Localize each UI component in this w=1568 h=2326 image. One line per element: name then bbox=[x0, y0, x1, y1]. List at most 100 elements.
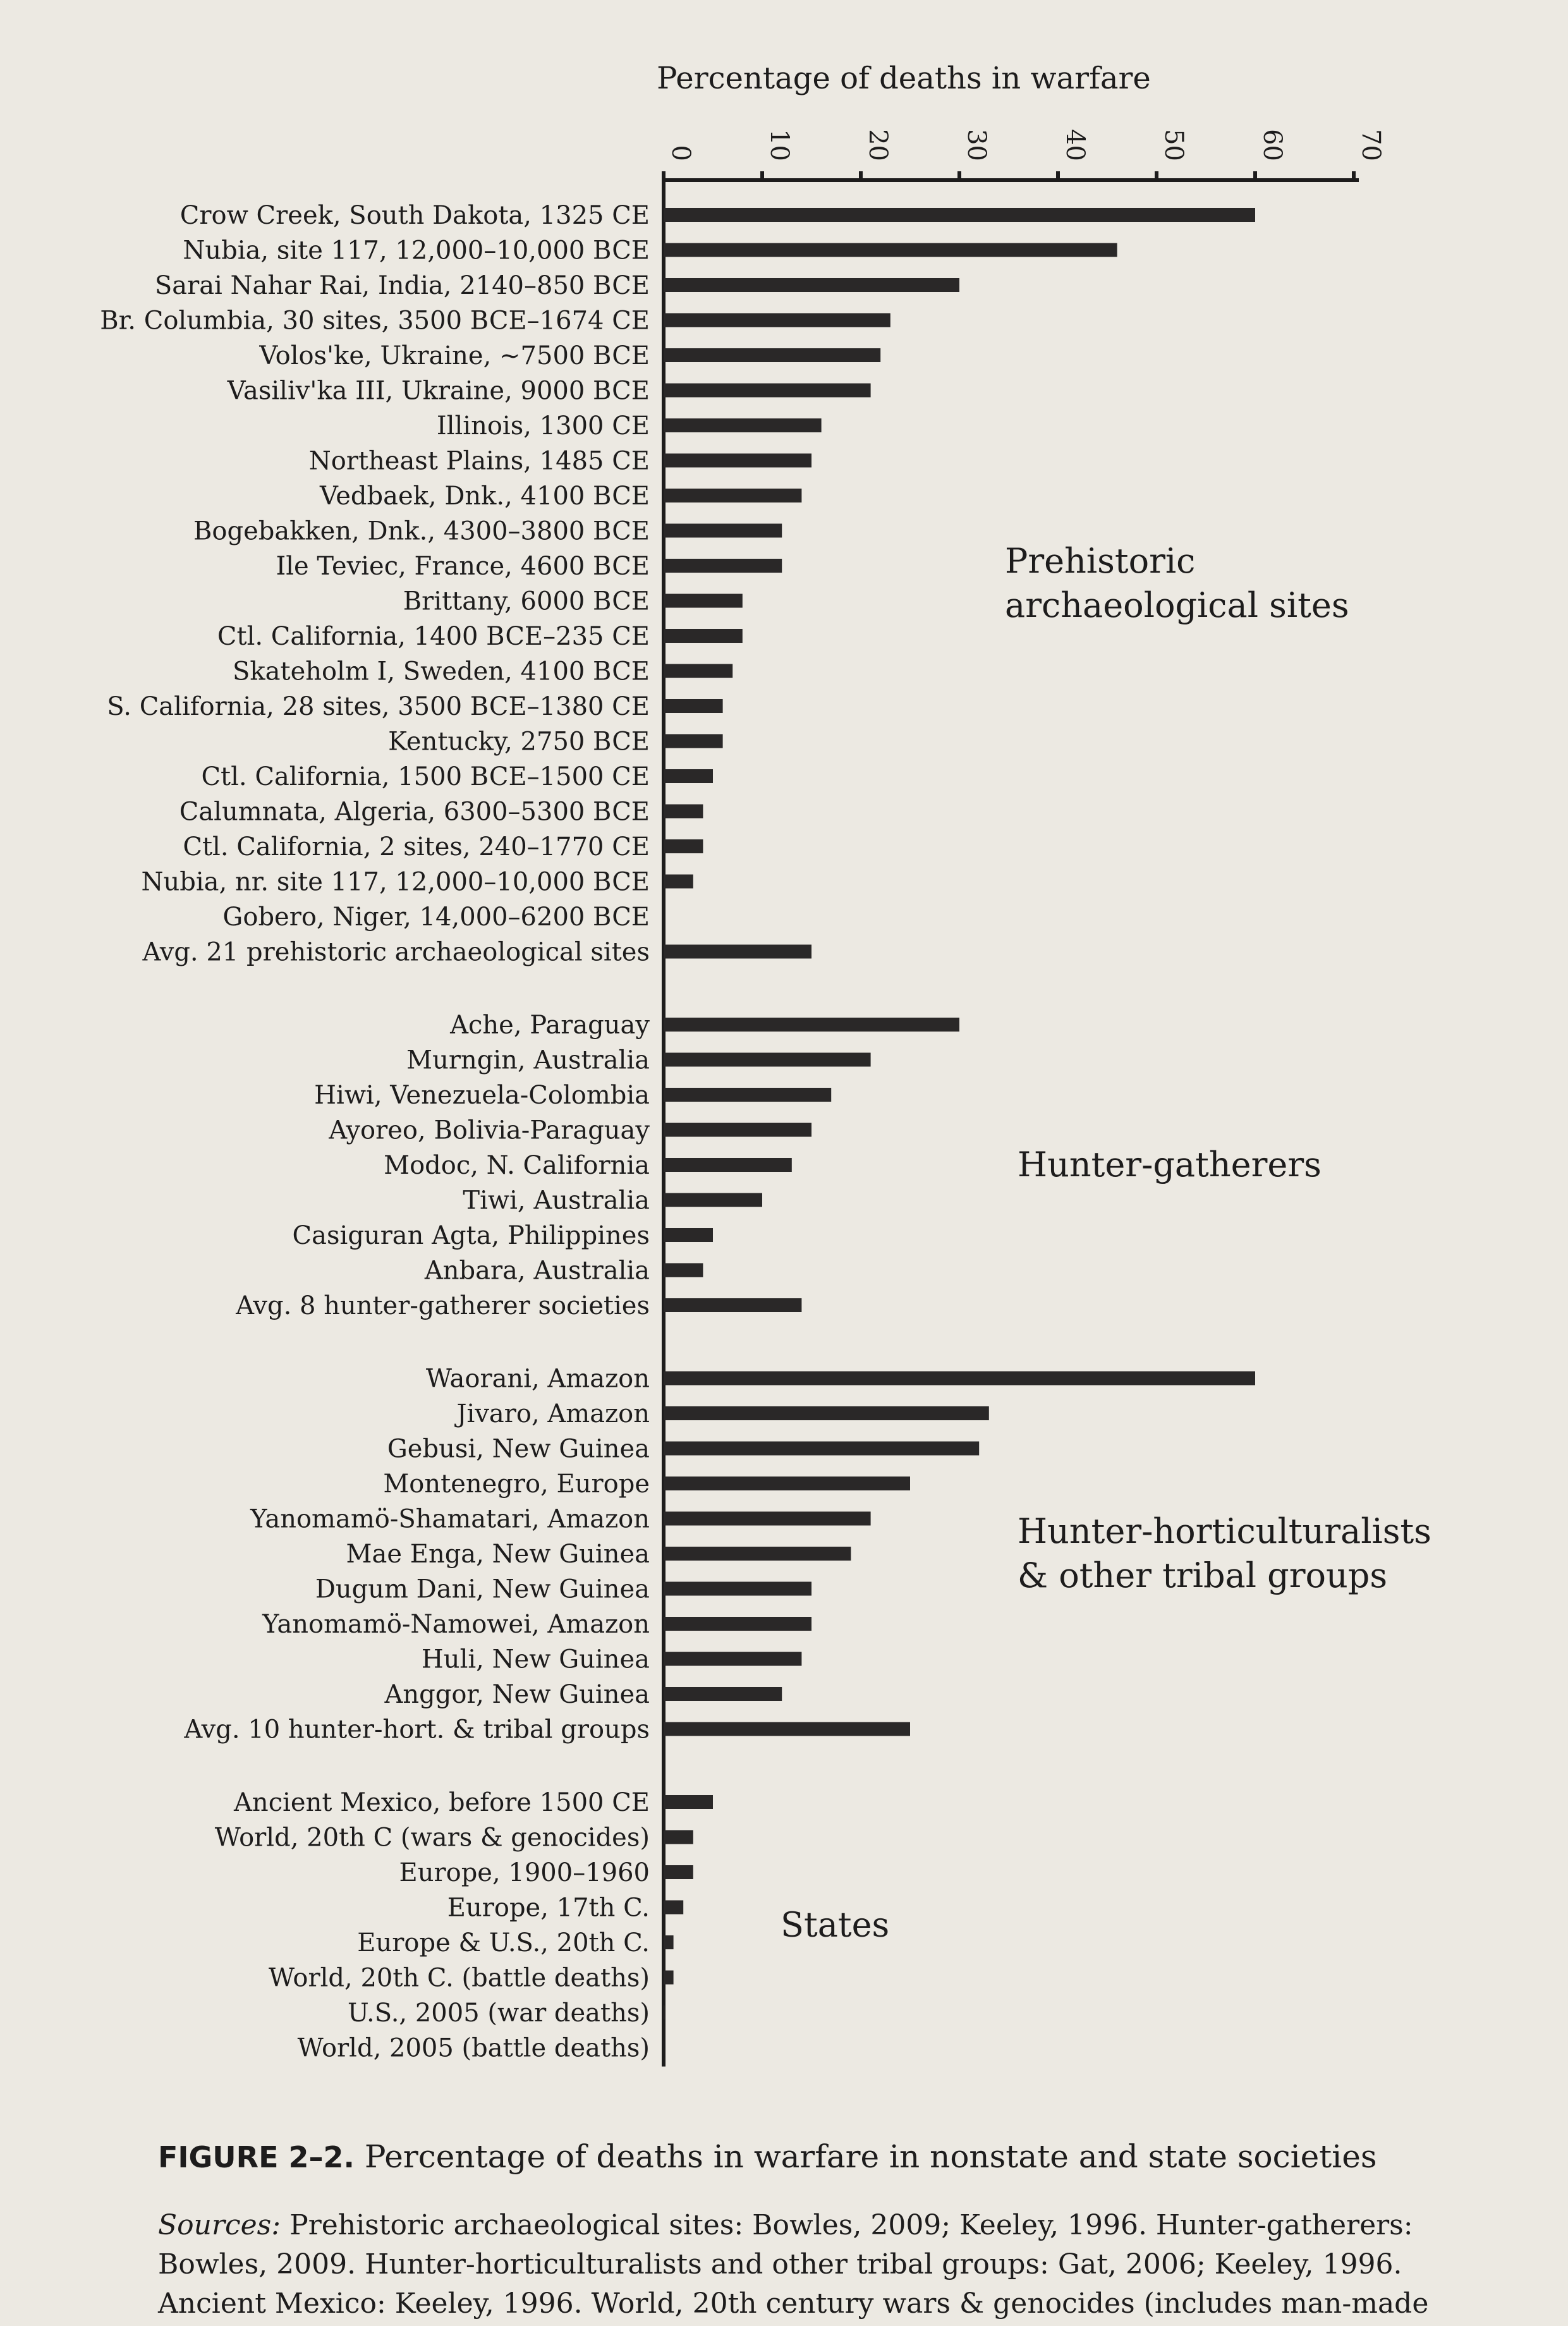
category-label: Ctl. California, 1500 BCE–1500 CE bbox=[201, 762, 650, 791]
category-label: Europe, 1900–1960 bbox=[399, 1858, 650, 1887]
category-label: Europe, 17th C. bbox=[447, 1894, 650, 1923]
category-label: Sarai Nahar Rai, India, 2140–850 BCE bbox=[155, 271, 650, 300]
bar-chart: Percentage of deaths in warfare 0 10 20 30 4… bbox=[100, 61, 1431, 2067]
category-label: Murngin, Australia bbox=[406, 1046, 650, 1075]
category-label: Brittany, 6000 BCE bbox=[403, 587, 650, 616]
bar bbox=[664, 1158, 792, 1172]
category-label: Hiwi, Venezuela-Colombia bbox=[314, 1081, 650, 1110]
bar bbox=[664, 629, 743, 643]
bar bbox=[664, 1298, 802, 1312]
category-label: Vasiliv'ka III, Ukraine, 9000 BCE bbox=[227, 377, 650, 406]
bar bbox=[664, 1088, 832, 1102]
category-label: Skateholm I, Sweden, 4100 BCE bbox=[233, 657, 650, 686]
category-label: Ile Teviec, France, 4600 BCE bbox=[276, 552, 650, 581]
sources-note: Sources: Prehistoric archaeological site… bbox=[158, 2206, 1517, 2323]
category-label: Volos'ke, Ukraine, ~7500 BCE bbox=[258, 341, 650, 370]
bar bbox=[664, 383, 871, 398]
category-label: Ctl. California, 2 sites, 240–1770 CE bbox=[183, 832, 650, 862]
bar bbox=[664, 1795, 713, 1809]
category-label: Nubia, site 117, 12,000–10,000 BCE bbox=[183, 236, 650, 265]
category-label: World, 20th C. (battle deaths) bbox=[269, 1964, 650, 1993]
bar bbox=[664, 243, 1117, 257]
bar bbox=[664, 664, 733, 678]
category-label: World, 2005 (battle deaths) bbox=[298, 2034, 650, 2063]
category-label: Avg. 10 hunter-hort. & tribal groups bbox=[183, 1715, 650, 1745]
bar bbox=[664, 1228, 713, 1242]
bar bbox=[664, 559, 782, 573]
bar bbox=[664, 453, 811, 468]
bar bbox=[664, 1652, 802, 1666]
group-label: Prehistoric bbox=[1005, 541, 1195, 581]
category-label: Modoc, N. California bbox=[384, 1151, 650, 1180]
category-label: Ancient Mexico, before 1500 CE bbox=[233, 1788, 650, 1817]
bar bbox=[664, 594, 743, 608]
category-label: Yanomamö-Namowei, Amazon bbox=[262, 1610, 650, 1639]
category-label: Calumnata, Algeria, 6300–5300 BCE bbox=[179, 798, 650, 827]
category-label: Waorani, Amazon bbox=[426, 1365, 650, 1394]
group-label: Hunter-gatherers bbox=[1018, 1145, 1322, 1184]
category-label: Yanomamö-Shamatari, Amazon bbox=[250, 1505, 650, 1534]
bar bbox=[664, 769, 713, 783]
bar bbox=[664, 489, 802, 502]
x-tick-label: 40 bbox=[1061, 129, 1090, 161]
category-label: Bogebakken, Dnk., 4300–3800 BCE bbox=[193, 517, 650, 546]
category-label: Tiwi, Australia bbox=[463, 1186, 650, 1215]
bar bbox=[664, 839, 703, 853]
category-label: Dugum Dani, New Guinea bbox=[315, 1575, 650, 1604]
category-label: Avg. 8 hunter-gatherer societies bbox=[235, 1291, 650, 1320]
x-tick-label: 60 bbox=[1258, 129, 1287, 161]
category-label: Ayoreo, Bolivia-Paraguay bbox=[328, 1116, 650, 1145]
bar bbox=[664, 348, 881, 362]
category-label: Europe & U.S., 20th C. bbox=[357, 1928, 650, 1958]
bar bbox=[664, 1371, 1255, 1385]
x-tick-label: 70 bbox=[1356, 129, 1385, 161]
bar bbox=[664, 2006, 665, 2019]
category-label: Mae Enga, New Guinea bbox=[346, 1540, 650, 1569]
bar bbox=[664, 804, 703, 819]
bar bbox=[664, 523, 782, 538]
x-tick-label: 50 bbox=[1159, 129, 1188, 161]
bar bbox=[664, 734, 723, 748]
bar bbox=[664, 1900, 684, 1915]
group-label: & other tribal groups bbox=[1018, 1556, 1387, 1595]
bar bbox=[664, 874, 693, 889]
category-label: Anbara, Australia bbox=[424, 1257, 650, 1286]
bar bbox=[664, 1617, 811, 1631]
bar bbox=[664, 1193, 762, 1207]
bar bbox=[664, 1406, 989, 1420]
bar bbox=[664, 1018, 959, 1032]
bar bbox=[664, 278, 959, 292]
category-label: Br. Columbia, 30 sites, 3500 BCE–1674 CE bbox=[100, 307, 650, 336]
category-labels: Crow Creek, South Dakota, 1325 CE Nubia, … bbox=[100, 201, 650, 2063]
category-label: Vedbaek, Dnk., 4100 BCE bbox=[319, 482, 650, 511]
category-label: U.S., 2005 (war deaths) bbox=[348, 1999, 650, 2028]
bar bbox=[664, 1935, 674, 1949]
category-label: Ctl. California, 1400 BCE–235 CE bbox=[217, 622, 650, 651]
category-label: Gobero, Niger, 14,000–6200 BCE bbox=[222, 903, 650, 932]
category-label: S. California, 28 sites, 3500 BCE–1380 C… bbox=[107, 692, 650, 721]
group-label: archaeological sites bbox=[1005, 585, 1349, 625]
group-label: States bbox=[781, 1904, 889, 1944]
bar bbox=[664, 1441, 980, 1456]
axis-title: Percentage of deaths in warfare bbox=[657, 61, 1151, 96]
bar bbox=[664, 1865, 693, 1879]
group-label: Hunter-horticulturalists bbox=[1018, 1511, 1431, 1551]
bar bbox=[664, 313, 890, 327]
bar bbox=[664, 1052, 871, 1067]
x-tick-label: 30 bbox=[962, 129, 991, 161]
bar bbox=[664, 699, 723, 713]
category-label: Nubia, nr. site 117, 12,000–10,000 BCE bbox=[142, 868, 650, 897]
sources-label: Sources: bbox=[158, 2209, 281, 2241]
category-label: Avg. 21 prehistoric archaeological sites bbox=[142, 938, 650, 967]
bar bbox=[664, 1477, 910, 1490]
figure-number: FIGURE 2–2. bbox=[158, 2140, 355, 2174]
x-tick-label: 20 bbox=[863, 129, 892, 161]
bar bbox=[664, 1123, 811, 1137]
x-tick-label: 0 bbox=[666, 145, 695, 161]
bar bbox=[664, 1830, 693, 1844]
category-label: Anggor, New Guinea bbox=[384, 1680, 650, 1709]
bar bbox=[664, 1263, 703, 1277]
bar bbox=[664, 208, 1255, 222]
category-label: Huli, New Guinea bbox=[422, 1645, 650, 1674]
